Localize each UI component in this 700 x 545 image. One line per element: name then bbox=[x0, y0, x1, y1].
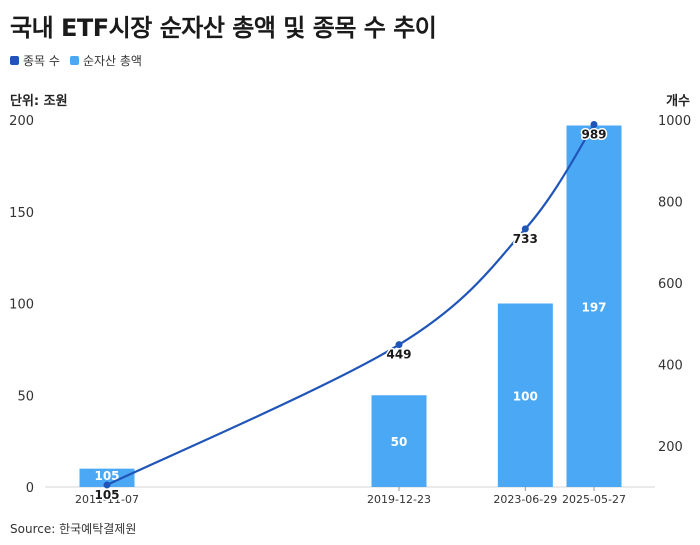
bar-data-label: 50 bbox=[391, 435, 408, 449]
left-tick-label: 100 bbox=[9, 298, 34, 313]
line-point bbox=[395, 341, 403, 349]
bar bbox=[79, 468, 135, 487]
right-tick-label: 400 bbox=[658, 359, 683, 374]
line-point bbox=[590, 120, 598, 128]
legend-label-count: 종목 수 bbox=[23, 54, 60, 68]
line-data-label: 449 bbox=[386, 348, 411, 362]
chart-title: 국내 ETF시장 순자산 총액 및 종목 수 추이 bbox=[10, 14, 437, 42]
line-point bbox=[521, 225, 529, 233]
source-note: Source: 한국예탁결제원 bbox=[10, 522, 137, 536]
bar-data-label: 105 bbox=[94, 469, 119, 483]
x-tick-label: 2025-05-27 bbox=[562, 493, 626, 506]
left-tick-label: 50 bbox=[17, 389, 34, 404]
series-line-count bbox=[106, 123, 595, 486]
x-tick-label: 2011-11-07 bbox=[75, 493, 139, 506]
right-tick-label: 800 bbox=[658, 196, 683, 211]
bar bbox=[566, 125, 622, 487]
legend: 종목 수 순자산 총액 bbox=[10, 52, 142, 69]
right-tick-label: 200 bbox=[658, 440, 683, 455]
left-tick-label: 150 bbox=[9, 206, 34, 221]
bar-data-label: 197 bbox=[581, 300, 606, 314]
left-tick-label: 200 bbox=[9, 114, 34, 129]
right-tick-label: 1000 bbox=[658, 114, 691, 129]
left-axis-unit: 단위: 조원 bbox=[10, 94, 68, 109]
x-tick-label: 2019-12-23 bbox=[367, 493, 431, 506]
bar bbox=[497, 303, 553, 487]
legend-item-count: 종목 수 bbox=[10, 52, 60, 69]
legend-swatch-assets bbox=[69, 56, 79, 65]
left-tick-label: 0 bbox=[26, 481, 34, 496]
legend-label-assets: 순자산 총액 bbox=[82, 54, 142, 68]
line-point bbox=[103, 481, 111, 489]
bar bbox=[371, 395, 427, 487]
legend-item-assets: 순자산 총액 bbox=[69, 52, 142, 69]
x-tick-label: 2023-06-29 bbox=[493, 493, 557, 506]
line-data-label: 733 bbox=[513, 232, 538, 246]
legend-swatch-count bbox=[10, 56, 19, 65]
right-axis-unit: 개수 bbox=[666, 94, 690, 109]
right-tick-label: 600 bbox=[658, 277, 683, 292]
bar-data-label: 100 bbox=[513, 389, 538, 403]
line-data-label: 989 bbox=[581, 127, 606, 141]
line-data-label: 105 bbox=[94, 488, 119, 502]
